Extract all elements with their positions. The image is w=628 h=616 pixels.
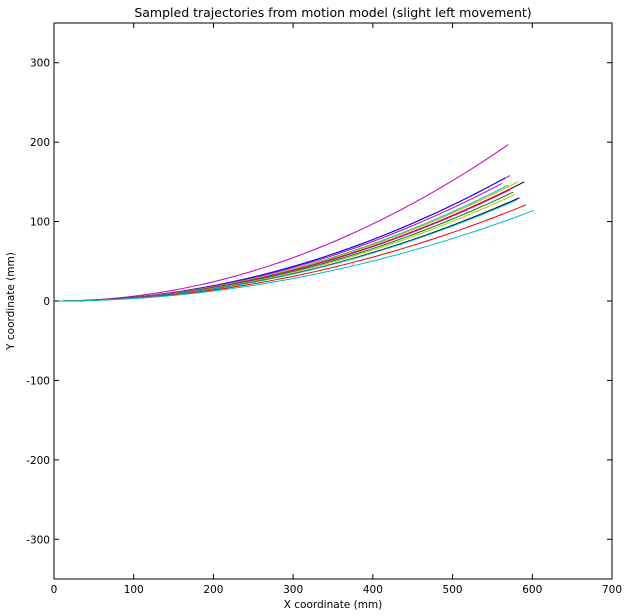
x-tick-label: 400	[363, 584, 383, 596]
x-tick-label: 600	[522, 584, 542, 596]
x-axis-label: X coordinate (mm)	[284, 599, 383, 611]
series-layer	[53, 144, 535, 302]
y-tick-label: -200	[26, 455, 50, 467]
chart-title: Sampled trajectories from motion model (…	[134, 5, 531, 20]
x-tick-label: 500	[443, 584, 463, 596]
y-tick-label: -300	[26, 534, 50, 546]
y-tick-label: 100	[30, 217, 50, 229]
trajectory-line	[53, 144, 509, 302]
x-tick-label: 300	[283, 584, 303, 596]
y-tick-label: 0	[43, 296, 50, 308]
x-tick-label: 100	[124, 584, 144, 596]
y-axis-label: Y coordinate (mm)	[5, 252, 17, 351]
y-tick-label: -100	[26, 375, 50, 387]
trajectory-line	[53, 209, 535, 302]
x-tick-label: 200	[203, 584, 223, 596]
x-tick-label: 700	[602, 584, 622, 596]
ticks-layer: 0 100 200 300 400 500 600 700 -300 -200 -100 0 100 20…	[26, 23, 622, 596]
y-tick-label: 200	[30, 137, 50, 149]
x-tick-label: 0	[51, 584, 58, 596]
plot-frame	[53, 22, 613, 580]
y-tick-label: 300	[30, 58, 50, 70]
